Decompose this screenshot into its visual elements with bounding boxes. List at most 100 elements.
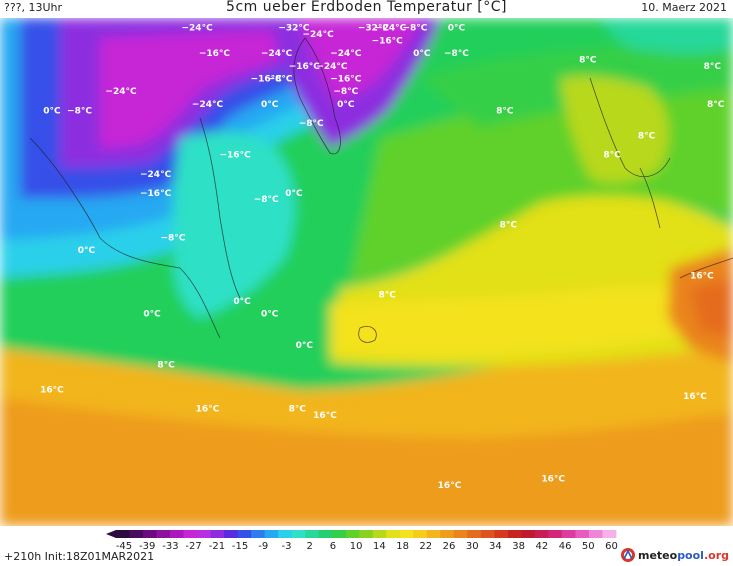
isotherm-label: −8°C — [268, 75, 293, 85]
color-scale-cell — [480, 530, 495, 538]
color-scale-cell — [278, 530, 293, 538]
isotherm-label: 8°C — [157, 360, 175, 370]
color-scale-tick-label: -3 — [282, 541, 292, 552]
meteopool-logo-icon — [620, 548, 635, 562]
isotherm-label: 8°C — [707, 100, 725, 110]
map-header: ???, 13Uhr 5cm ueber Erdboden Temperatur… — [0, 0, 733, 18]
temperature-map: −24°C −32°C −24°C −32°C −24°C −8°C 0°C −16°C −16… — [0, 18, 733, 526]
valid-date-label: 10. Maerz 2021 — [641, 1, 727, 14]
color-scale-cell — [534, 530, 549, 538]
isotherm-label: 8°C — [579, 55, 597, 65]
color-scale-tick-label: -9 — [258, 541, 268, 552]
color-scale-cell — [602, 530, 617, 538]
isotherm-label: −8°C — [333, 87, 358, 97]
color-scale-tick-label: -45 — [116, 541, 132, 552]
isotherm-label: 0°C — [285, 189, 303, 199]
logo-suffix: .org — [703, 548, 729, 562]
isotherm-label: −8°C — [402, 24, 427, 34]
isotherm-label: −32°C — [278, 24, 310, 34]
isotherm-label: −16°C — [251, 75, 283, 85]
color-scale-cell — [521, 530, 536, 538]
isotherm-label: −16°C — [372, 36, 404, 46]
color-scale-cell — [170, 530, 184, 538]
color-scale-cell — [318, 530, 333, 538]
color-scale-cell — [237, 530, 252, 538]
color-scale-cell — [494, 530, 509, 538]
isotherm-label: 0°C — [448, 24, 466, 34]
color-scale-cell — [426, 530, 441, 538]
model-run-info: +210h Init:18Z01MAR2021 — [4, 550, 155, 563]
color-scale-cell — [359, 530, 374, 538]
color-scale-cell — [467, 530, 482, 538]
isotherm-label: −24°C — [261, 49, 293, 59]
color-scale-cell — [440, 530, 455, 538]
isotherm-label: 0°C — [233, 297, 251, 307]
logo-mid: pool — [677, 548, 704, 562]
color-scale-tick-label: 30 — [466, 541, 479, 552]
color-scale-cell — [224, 530, 239, 538]
color-scale-cell — [507, 530, 522, 538]
color-scale-cell — [332, 530, 347, 538]
isotherm-label: 16°C — [683, 392, 707, 402]
isotherm-label: −24°C — [182, 24, 214, 34]
isotherm-label: −8°C — [444, 49, 469, 59]
isotherm-label: −8°C — [254, 195, 279, 205]
color-scale-tick-label: 34 — [489, 541, 502, 552]
isotherm-label: 0°C — [143, 309, 161, 319]
isotherm-label: −8°C — [299, 119, 324, 129]
map-canvas: −24°C −32°C−24°C−32°C−24°C−8°C 0°C−16°C−16… — [0, 18, 733, 526]
color-scale-tick-label: -27 — [185, 541, 201, 552]
isotherm-label: 0°C — [78, 246, 96, 256]
forecast-time-label: ???, 13Uhr — [4, 1, 63, 14]
color-scale-tick-label: 46 — [559, 541, 572, 552]
color-scale-tick-label: 10 — [350, 541, 363, 552]
color-scale-tick-label: 38 — [512, 541, 525, 552]
color-scale-cell — [156, 530, 171, 538]
color-scale-tick-label: 14 — [373, 541, 386, 552]
color-scale-cell — [264, 530, 279, 538]
isotherm-label: −8°C — [160, 233, 185, 243]
isotherm-label: 0°C — [43, 106, 61, 116]
isotherm-label: −16°C — [330, 75, 362, 85]
color-scale: -45 -39 -33 -27 -21 -15 -9 -3 2 6 10 14 18 22 26 30 34 38… — [106, 530, 618, 552]
color-scale-cell — [197, 530, 211, 538]
isotherm-label: 8°C — [638, 132, 656, 142]
isotherm-label: −32°C — [358, 24, 390, 34]
temperature-field — [0, 18, 733, 526]
color-scale-tick-label: -21 — [209, 541, 225, 552]
isotherm-label: −16°C — [199, 49, 231, 59]
color-scale-cell — [588, 530, 603, 538]
isotherm-label: 16°C — [541, 475, 565, 485]
isotherm-label: 0°C — [261, 100, 279, 110]
isotherm-label: −24°C — [316, 62, 348, 72]
color-scale-cell — [345, 530, 360, 538]
color-scale-arrow — [106, 530, 116, 538]
isotherm-label: 0°C — [337, 100, 355, 110]
color-scale-tick-label: 42 — [536, 541, 549, 552]
meteopool-logo-text: meteopool.org — [638, 549, 729, 562]
isotherm-label: 0°C — [296, 341, 314, 351]
coastlines — [29, 37, 733, 343]
isotherm-label: −8°C — [67, 106, 92, 116]
color-scale-tick-label: -15 — [232, 541, 248, 552]
color-scale-tick-label: -33 — [162, 541, 178, 552]
isotherm-label: −24°C — [140, 170, 172, 180]
isotherm-label: −24°C — [303, 30, 335, 40]
isotherm-label: 16°C — [196, 405, 220, 415]
meteopool-logo[interactable]: meteopool.org — [620, 546, 729, 564]
isotherm-label: 16°C — [690, 271, 714, 281]
color-scale-cell — [183, 530, 198, 538]
color-scale-cell — [210, 530, 225, 538]
isotherm-label: 8°C — [603, 151, 621, 161]
color-scale-tick-label: 18 — [396, 541, 409, 552]
logo-prefix: meteo — [637, 548, 678, 562]
isotherm-label: −24°C — [330, 49, 362, 59]
color-scale-cell — [305, 530, 320, 538]
color-scale-cell — [399, 530, 414, 538]
color-scale-cell — [561, 530, 576, 538]
color-scale-cell — [291, 530, 306, 538]
isotherm-label: −16°C — [220, 151, 252, 161]
isotherm-label: 16°C — [40, 386, 64, 396]
color-scale-tick-label: -39 — [139, 541, 155, 552]
color-scale-tick-label: 2 — [307, 541, 313, 552]
